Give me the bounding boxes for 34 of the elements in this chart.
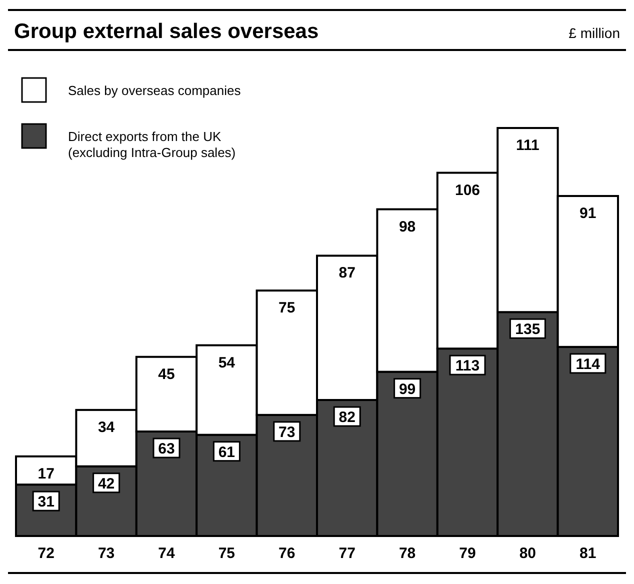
data-label: 54 <box>218 354 236 372</box>
text: £ million <box>568 25 620 41</box>
data-label: 31 <box>38 494 54 511</box>
data-label: 61 <box>218 444 236 461</box>
x-tick-label: 72 <box>38 545 54 562</box>
x-tick-label: 75 <box>218 545 236 562</box>
data-label: 106 <box>454 182 480 199</box>
chart-title: Group external sales overseas <box>14 20 319 43</box>
data-label: 111 <box>516 137 540 154</box>
data-label: 45 <box>158 366 175 383</box>
x-tick-label: 73 <box>98 545 115 562</box>
data-label: 63 <box>158 440 175 458</box>
legend-label: Sales by overseas companies <box>68 83 242 98</box>
x-tick-label: 81 <box>580 545 596 562</box>
data-label: 17 <box>38 465 54 482</box>
data-label: 91 <box>580 205 596 222</box>
data-label: 87 <box>338 264 356 282</box>
x-tick-label: 74 <box>158 545 176 562</box>
data-label: 75 <box>278 300 296 317</box>
data-label: 99 <box>398 380 416 398</box>
x-tick-label: 80 <box>519 545 536 562</box>
data-label: 73 <box>278 424 296 441</box>
data-label: 42 <box>98 475 115 492</box>
legend-label: Direct exports from the UK (excluding Intra-Group sales) <box>68 129 236 160</box>
x-tick-label: 79 <box>459 545 476 562</box>
data-label: 34 <box>98 418 116 436</box>
data-label: 114 <box>576 356 601 373</box>
data-label: 113 <box>455 358 480 375</box>
data-label: 135 <box>515 321 540 338</box>
x-tick-label: 76 <box>278 545 296 562</box>
data-label: 82 <box>338 409 356 426</box>
x-tick-label: 77 <box>338 545 356 562</box>
data-label: 98 <box>398 218 416 236</box>
x-tick-label: 78 <box>398 545 416 562</box>
